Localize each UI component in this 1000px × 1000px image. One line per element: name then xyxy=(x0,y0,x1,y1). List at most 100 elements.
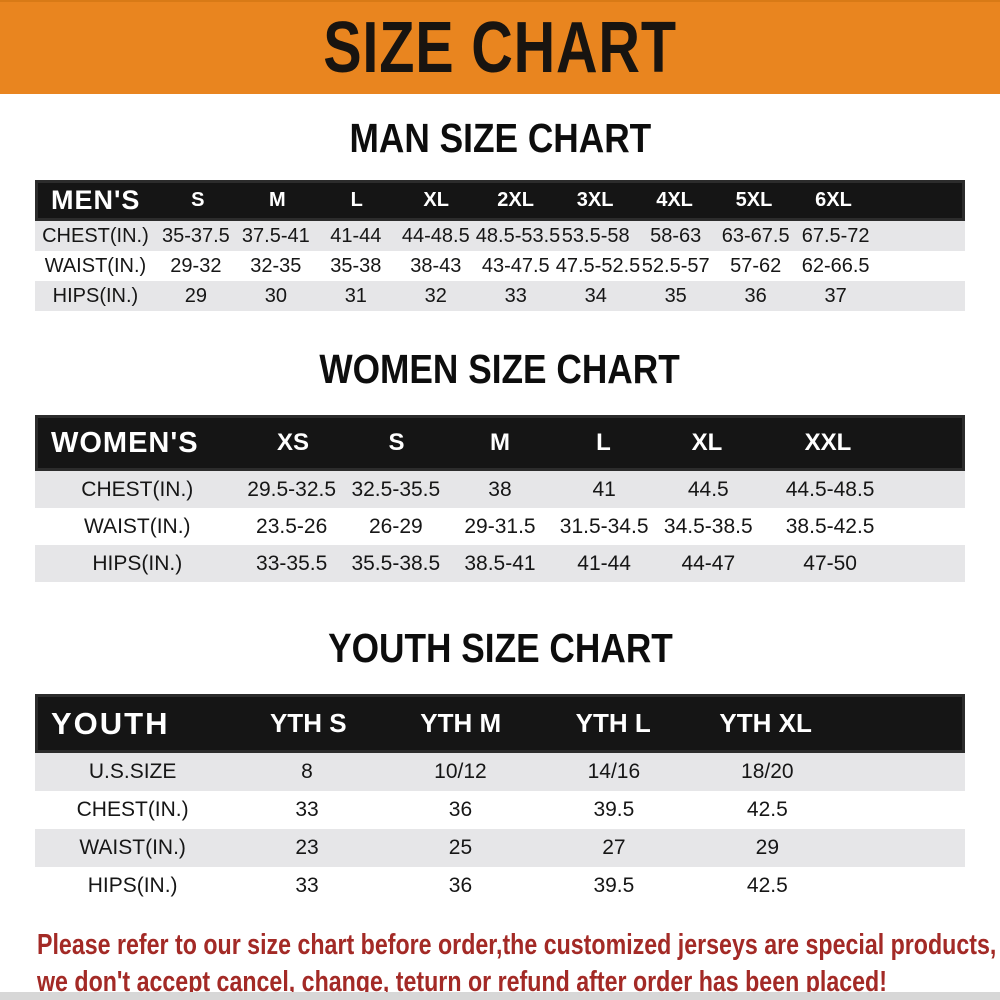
size-value: 36 xyxy=(744,284,767,307)
size-column-header: YTH M xyxy=(420,708,502,738)
section-heading: MAN SIZE CHART xyxy=(349,115,651,161)
table-row: CHEST(IN.) 33 36 39.5 42.5 xyxy=(35,791,965,829)
footer-note-line1: Please refer to our size chart before or… xyxy=(37,929,997,961)
section-heading-wrap: YOUTH SIZE CHART xyxy=(0,628,1000,669)
size-table: YOUTH YTH S YTH M YTH L YTH XL U.S.SIZE 8 10/1… xyxy=(35,694,965,905)
size-value: 29-31.5 xyxy=(464,514,536,538)
banner-title: SIZE CHART xyxy=(323,8,677,88)
size-value: 8 xyxy=(301,760,313,783)
table-body: U.S.SIZE 8 10/12 14/16 18/20 CHEST(IN.) 33 36 39… xyxy=(35,753,965,905)
size-value: 35-37.5 xyxy=(161,224,230,247)
table-corner-label: YOUTH xyxy=(51,705,170,741)
size-value: 39.5 xyxy=(593,798,635,821)
size-value: 38 xyxy=(488,477,512,501)
table-header-row: WOMEN'S XS S M L XL XXL xyxy=(35,415,965,471)
section-heading-wrap: MAN SIZE CHART xyxy=(0,118,1000,159)
size-value: 67.5-72 xyxy=(801,224,870,247)
size-value: 36 xyxy=(448,798,473,821)
row-label: U.S.SIZE xyxy=(88,760,177,783)
section-heading: YOUTH SIZE CHART xyxy=(327,625,673,671)
size-value: 52.5-57 xyxy=(641,254,710,277)
size-column-header: L xyxy=(350,189,363,211)
size-chart-section: YOUTH SIZE CHART YOUTH YTH S YTH M YTH L YTH… xyxy=(0,628,1000,905)
table-corner-label: MEN'S xyxy=(51,185,141,215)
size-value: 29.5-32.5 xyxy=(247,477,337,501)
bottom-strip xyxy=(0,992,1000,1000)
size-value: 27 xyxy=(602,836,626,859)
size-column-header: S xyxy=(388,429,405,456)
table-header-row: MEN'S S M L XL 2XL 3XL 4XL 5XL 6XL xyxy=(35,180,965,221)
size-column-header: S xyxy=(191,189,205,211)
size-value: 47.5-52.5 xyxy=(555,254,641,277)
size-value: 23.5-26 xyxy=(256,514,328,538)
table-row: WAIST(IN.) 29-32 32-35 35-38 38-43 43-47.5 47.… xyxy=(35,251,965,281)
table-row: CHEST(IN.) 29.5-32.5 32.5-35.5 38 41 44.5 44.5… xyxy=(35,471,965,508)
size-value: 25 xyxy=(448,836,473,859)
size-value: 41 xyxy=(592,477,616,501)
section-heading: WOMEN SIZE CHART xyxy=(319,346,681,392)
size-value: 34 xyxy=(584,284,607,307)
size-value: 42.5 xyxy=(746,874,788,897)
size-value: 14/16 xyxy=(587,760,641,783)
size-column-header: 4XL xyxy=(656,189,693,211)
size-value: 29 xyxy=(184,284,207,307)
size-value: 32-35 xyxy=(250,254,302,277)
row-label: WAIST(IN.) xyxy=(79,836,186,859)
size-value: 36 xyxy=(448,874,473,897)
size-value: 44.5 xyxy=(687,477,729,501)
table-row: U.S.SIZE 8 10/12 14/16 18/20 xyxy=(35,753,965,791)
size-value: 34.5-38.5 xyxy=(663,514,753,538)
size-value: 38-43 xyxy=(410,254,462,277)
size-value: 41-44 xyxy=(577,551,631,575)
size-value: 35 xyxy=(664,284,687,307)
size-column-header: XXL xyxy=(804,429,852,456)
size-value: 44-47 xyxy=(681,551,736,575)
size-value: 37 xyxy=(824,284,847,307)
table-corner-label: WOMEN'S xyxy=(51,426,199,459)
size-value: 53.5-58 xyxy=(561,224,630,247)
size-value: 38.5-42.5 xyxy=(785,514,875,538)
size-value: 37.5-41 xyxy=(241,224,310,247)
size-value: 33-35.5 xyxy=(256,551,328,575)
size-value: 18/20 xyxy=(741,760,794,783)
size-value: 48.5-53.5 xyxy=(475,224,561,247)
size-value: 58-63 xyxy=(650,224,702,247)
table-row: CHEST(IN.) 35-37.5 37.5-41 41-44 44-48.5 48.5… xyxy=(35,221,965,251)
row-label: WAIST(IN.) xyxy=(84,514,191,538)
size-value: 33 xyxy=(504,284,527,307)
size-value: 32.5-35.5 xyxy=(351,477,441,501)
size-value: 31 xyxy=(344,284,367,307)
size-chart-section: WOMEN SIZE CHART WOMEN'S XS S M L XL XXL CHEST… xyxy=(0,349,1000,582)
size-value: 30 xyxy=(264,284,287,307)
size-column-header: M xyxy=(489,429,510,456)
size-value: 44.5-48.5 xyxy=(785,477,875,501)
banner: SIZE CHART xyxy=(0,0,1000,94)
row-label: HIPS(IN.) xyxy=(87,874,178,897)
size-column-header: 3XL xyxy=(576,189,614,211)
size-value: 43-47.5 xyxy=(481,254,550,277)
size-value: 29-32 xyxy=(170,254,222,277)
size-chart-section: MAN SIZE CHART MEN'S S M L XL 2XL 3XL 4XL 5XL 6XL… xyxy=(0,118,1000,311)
size-column-header: XS xyxy=(277,429,310,456)
size-value: 32 xyxy=(424,284,447,307)
size-value: 23 xyxy=(295,836,319,859)
size-table: MEN'S S M L XL 2XL 3XL 4XL 5XL 6XL CHEST(IN.) 35-3… xyxy=(35,180,965,311)
size-value: 41-44 xyxy=(330,224,382,247)
row-label: CHEST(IN.) xyxy=(81,477,194,501)
size-column-header: 2XL xyxy=(497,189,534,211)
size-value: 38.5-41 xyxy=(464,551,536,575)
table-body: CHEST(IN.) 29.5-32.5 32.5-35.5 38 41 44.5 44.5… xyxy=(35,471,965,582)
size-value: 63-67.5 xyxy=(721,224,790,247)
size-value: 26-29 xyxy=(368,514,423,538)
size-value: 62-66.5 xyxy=(801,254,870,277)
size-column-header: L xyxy=(596,429,611,456)
table-row: WAIST(IN.) 23 25 27 29 xyxy=(35,829,965,867)
footer-note: Please refer to our size chart before or… xyxy=(0,927,1000,1000)
size-value: 29 xyxy=(755,836,779,859)
table-row: WAIST(IN.) 23.5-26 26-29 29-31.5 31.5-34.5 34… xyxy=(35,508,965,545)
size-value: 42.5 xyxy=(746,798,788,821)
size-column-header: 5XL xyxy=(735,189,773,211)
size-value: 33 xyxy=(295,874,319,897)
row-label: CHEST(IN.) xyxy=(42,224,149,247)
